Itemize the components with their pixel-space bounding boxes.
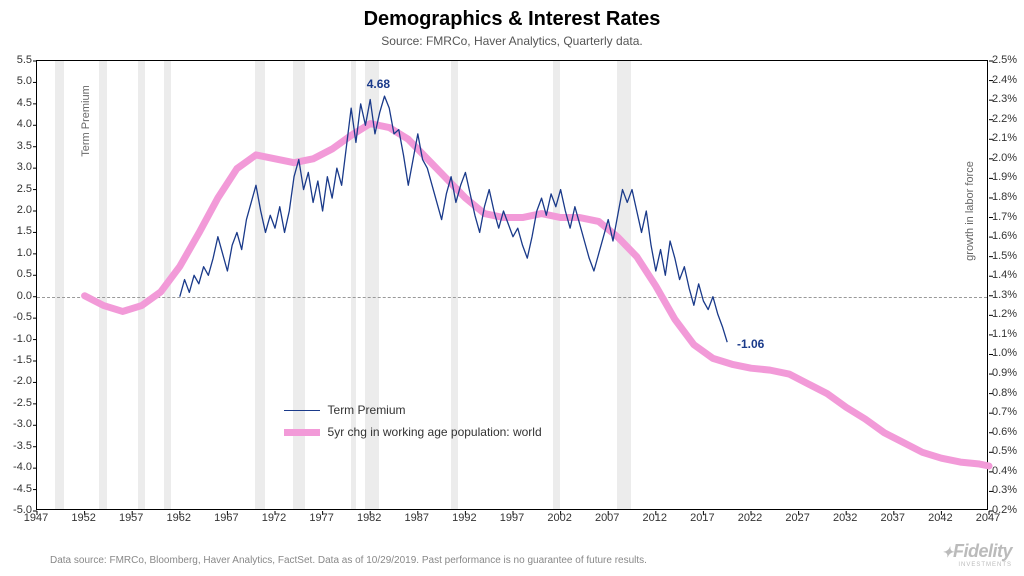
y-tick-left: 4.0 [2,118,32,130]
y-tick-right: 2.5% [992,54,1024,66]
end-annotation: -1.06 [737,337,764,351]
y-right-label: growth in labor force [964,161,976,261]
x-tick: 1977 [309,512,333,524]
y-tick-left: -2.0 [2,375,32,387]
x-tick: 2027 [785,512,809,524]
x-tick: 1957 [119,512,143,524]
y-tick-left: -0.5 [2,311,32,323]
y-tick-left: 2.5 [2,183,32,195]
y-tick-right: 2.1% [992,132,1024,144]
peak-annotation: 4.68 [367,77,390,91]
x-tick: 1987 [405,512,429,524]
y-tick-right: 0.4% [992,465,1024,477]
y-tick-left: 5.5 [2,54,32,66]
footer-text: Data source: FMRCo, Bloomberg, Haver Ana… [50,555,647,566]
y-tick-left: -4.0 [2,461,32,473]
y-tick-right: 1.3% [992,289,1024,301]
y-tick-left: 3.5 [2,140,32,152]
y-tick-left: -3.0 [2,418,32,430]
y-tick-right: 0.3% [992,484,1024,496]
y-left-label: Term Premium [80,85,92,157]
y-tick-left: 3.0 [2,161,32,173]
chart-container: Demographics & Interest Rates Source: FM… [0,0,1024,576]
y-tick-right: 1.6% [992,230,1024,242]
y-tick-right: 1.7% [992,211,1024,223]
y-tick-right: 1.0% [992,347,1024,359]
y-tick-right: 2.4% [992,74,1024,86]
chart-subtitle: Source: FMRCo, Haver Analytics, Quarterl… [0,34,1024,48]
y-tick-left: 5.0 [2,75,32,87]
x-tick: 2037 [881,512,905,524]
y-tick-right: 0.8% [992,387,1024,399]
plot-svg [37,61,989,511]
y-tick-right: 0.5% [992,445,1024,457]
x-tick: 1962 [167,512,191,524]
y-tick-left: 0.5 [2,268,32,280]
legend-term-premium: Term Premium [284,403,406,417]
x-tick: 1972 [262,512,286,524]
plot-area [36,60,988,510]
y-tick-right: 1.8% [992,191,1024,203]
y-tick-left: -1.0 [2,333,32,345]
y-tick-left: 2.0 [2,204,32,216]
x-tick: 1992 [452,512,476,524]
y-tick-right: 0.9% [992,367,1024,379]
y-tick-left: -1.5 [2,354,32,366]
x-tick: 2047 [976,512,1000,524]
x-tick: 1997 [500,512,524,524]
y-tick-left: 1.5 [2,225,32,237]
x-tick: 1967 [214,512,238,524]
y-tick-right: 1.4% [992,269,1024,281]
chart-title: Demographics & Interest Rates [0,8,1024,31]
fidelity-logo: ✦Fidelity INVESTMENTS [942,541,1012,568]
legend-working-age-pop: 5yr chg in working age population: world [284,425,542,439]
x-tick: 1947 [24,512,48,524]
y-tick-right: 2.2% [992,113,1024,125]
y-tick-right: 1.9% [992,171,1024,183]
y-tick-right: 0.6% [992,426,1024,438]
x-tick: 1952 [71,512,95,524]
y-tick-right: 1.5% [992,250,1024,262]
x-tick: 2002 [547,512,571,524]
y-tick-right: 2.3% [992,93,1024,105]
x-tick: 2012 [643,512,667,524]
y-tick-left: 4.5 [2,97,32,109]
x-tick: 2017 [690,512,714,524]
x-tick: 1982 [357,512,381,524]
y-tick-right: 1.1% [992,328,1024,340]
series-term-premium [180,96,727,342]
y-tick-left: -3.5 [2,440,32,452]
y-tick-right: 0.7% [992,406,1024,418]
y-tick-left: 0.0 [2,290,32,302]
y-tick-right: 2.0% [992,152,1024,164]
x-tick: 2042 [928,512,952,524]
x-tick: 2032 [833,512,857,524]
series-working-age-pop [85,124,989,466]
y-tick-right: 1.2% [992,308,1024,320]
y-tick-left: -2.5 [2,397,32,409]
x-tick: 2022 [738,512,762,524]
y-tick-left: -4.5 [2,483,32,495]
y-tick-left: 1.0 [2,247,32,259]
x-tick: 2007 [595,512,619,524]
